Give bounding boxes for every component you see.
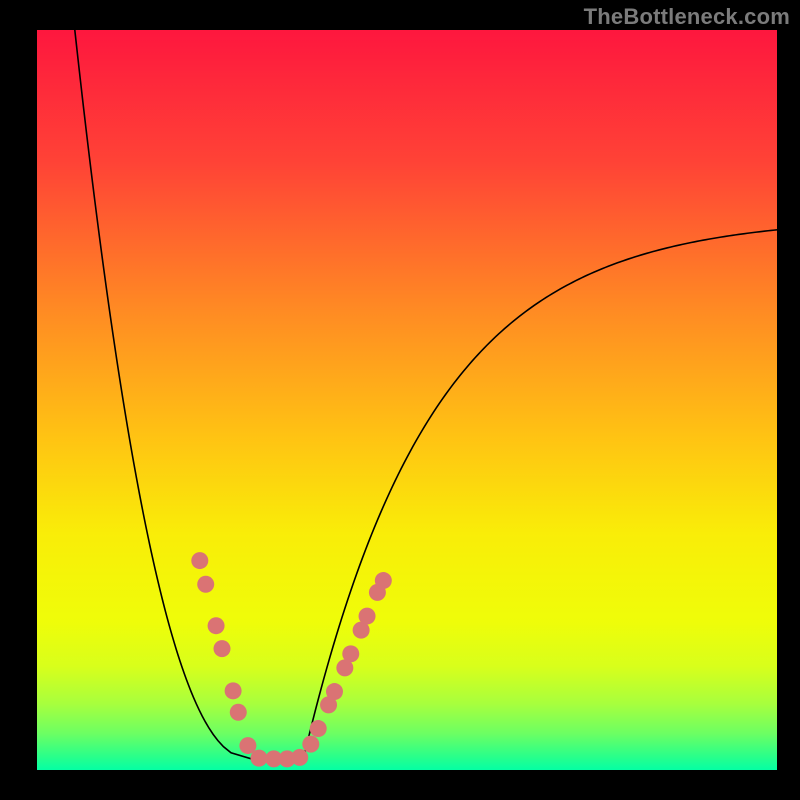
data-point [208,617,225,634]
data-point [225,682,242,699]
chart-svg [37,30,777,770]
data-point [230,704,247,721]
data-point [214,640,231,657]
gradient-background [37,30,777,770]
data-point [342,645,359,662]
data-point [191,552,208,569]
data-point [359,608,376,625]
data-point [310,720,327,737]
data-point [326,683,343,700]
chart-container: TheBottleneck.com [0,0,800,800]
data-point [302,736,319,753]
data-point [197,576,214,593]
data-point [251,750,268,767]
data-point [291,749,308,766]
plot-area [37,30,777,770]
watermark-text: TheBottleneck.com [584,4,790,30]
data-point [375,572,392,589]
